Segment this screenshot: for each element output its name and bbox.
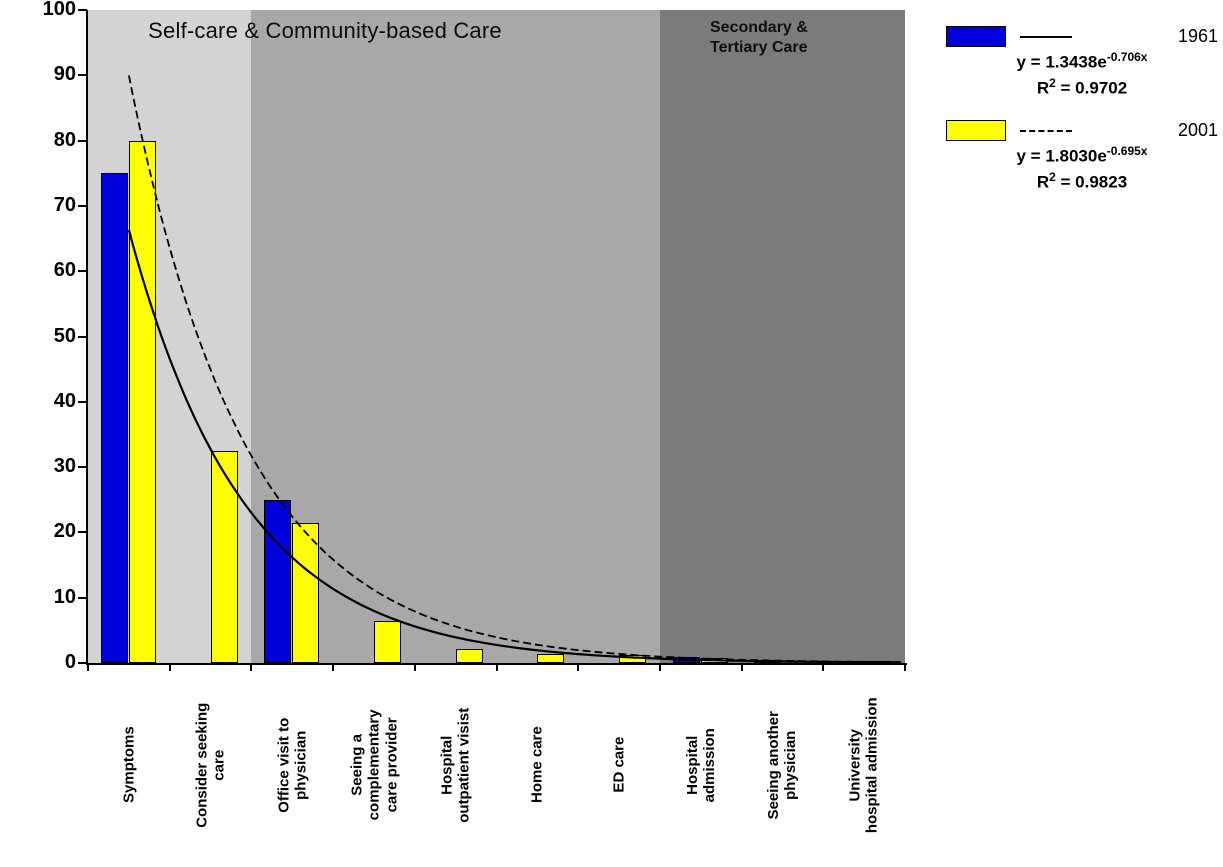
zone-label-secondary-tertiary: Secondary & Tertiary Care [710, 19, 808, 56]
y-tick-mark-40 [78, 400, 87, 403]
x-tick-mark-6 [577, 665, 580, 671]
bar-2001-category-4 [455, 649, 483, 663]
bar-1961-category-0 [100, 173, 128, 663]
bar-1961-category-2 [264, 499, 292, 663]
bar-2001-category-1 [210, 450, 238, 663]
y-tick-label-70: 70 [53, 193, 76, 216]
y-tick-mark-30 [78, 466, 87, 469]
y-tick-mark-70 [78, 204, 87, 207]
x-tick-mark-0 [87, 665, 89, 671]
equation-base-1961: y = 1.3438e [1016, 52, 1107, 72]
legend-r2-2001: R2 = 0.9823 [946, 170, 1218, 193]
y-tick-mark-20 [78, 531, 87, 534]
care-zone-2 [659, 10, 905, 663]
equation-exponent-1961: -0.706x [1106, 50, 1148, 64]
r2-prefix-2001: R [1036, 172, 1050, 192]
y-tick-label-100: 100 [42, 0, 76, 20]
legend-equation-2001: y = 1.8030e-0.695x [946, 144, 1218, 167]
y-tick-label-30: 30 [53, 455, 76, 478]
x-tick-mark-3 [332, 665, 335, 671]
legend-series-label-2001: 2001 [1177, 120, 1218, 141]
bar-2001-category-2 [292, 522, 320, 663]
legend-dashed-line-sample [1020, 129, 1072, 132]
bar-2001-category-6 [619, 654, 647, 663]
legend-swatch-1961 [946, 26, 1006, 47]
y-tick-label-0: 0 [64, 651, 76, 673]
r2-value-2001: = 0.9823 [1055, 172, 1128, 192]
y-tick-label-20: 20 [53, 520, 76, 543]
zone-label-selfcare-community: Self-care & Community-based Care [148, 18, 502, 43]
x-axis-line [86, 663, 907, 665]
legend-r2-1961: R2 = 0.9702 [946, 76, 1218, 99]
legend-entry-1961: 1961 y = 1.3438e-0.706x R2 = 0.9702 [946, 26, 1218, 98]
bar-2001-category-3 [373, 620, 401, 663]
legend-solid-line-sample [1020, 35, 1072, 38]
legend-row-1961: 1961 [946, 26, 1218, 47]
y-tick-label-60: 60 [53, 259, 76, 282]
y-tick-mark-10 [78, 596, 87, 599]
legend-entry-2001: 2001 y = 1.8030e-0.695x R2 = 0.9823 [946, 120, 1218, 192]
y-tick-mark-50 [78, 335, 87, 338]
legend-series-label-1961: 1961 [1177, 26, 1218, 46]
equation-base-2001: y = 1.8030e [1016, 146, 1107, 166]
y-tick-label-40: 40 [53, 389, 76, 412]
r2-sup-2001: 2 [1049, 169, 1056, 184]
r2-sup-1961: 2 [1049, 75, 1056, 90]
y-tick-mark-0 [78, 662, 87, 664]
y-tick-label-10: 10 [53, 585, 76, 608]
bar-2001-category-0 [128, 140, 156, 663]
x-tick-mark-10 [904, 665, 906, 671]
y-axis-line [86, 10, 88, 665]
x-tick-mark-9 [822, 665, 825, 671]
y-tick-label-90: 90 [53, 63, 76, 86]
y-tick-mark-60 [78, 270, 87, 273]
legend-swatch-2001 [946, 120, 1006, 142]
legend-row-2001: 2001 [946, 120, 1218, 142]
y-tick-label-50: 50 [53, 324, 76, 347]
x-label-category-9: University hospital admission [789, 666, 939, 864]
y-tick-mark-80 [78, 139, 87, 142]
y-tick-mark-100 [78, 9, 87, 11]
bar-2001-category-5 [537, 653, 565, 663]
x-tick-mark-7 [658, 665, 661, 671]
equation-exponent-2001: -0.695x [1106, 144, 1148, 159]
r2-value-1961: = 0.9702 [1055, 78, 1128, 98]
x-label-text-9: University hospital admission [846, 697, 882, 833]
x-tick-mark-4 [413, 665, 416, 671]
x-tick-mark-2 [250, 665, 253, 671]
x-tick-mark-5 [495, 665, 498, 671]
y-tick-mark-90 [78, 74, 87, 77]
legend-equation-1961: y = 1.3438e-0.706x [946, 50, 1218, 73]
r2-prefix-1961: R [1036, 78, 1050, 98]
x-tick-mark-8 [740, 665, 743, 671]
plot-area: Self-care & Community-based Care Seconda… [88, 10, 905, 663]
y-tick-label-80: 80 [53, 128, 76, 151]
x-tick-mark-1 [168, 665, 171, 671]
legend: 1961 y = 1.3438e-0.706x R2 = 0.9702 2001… [946, 26, 1218, 193]
